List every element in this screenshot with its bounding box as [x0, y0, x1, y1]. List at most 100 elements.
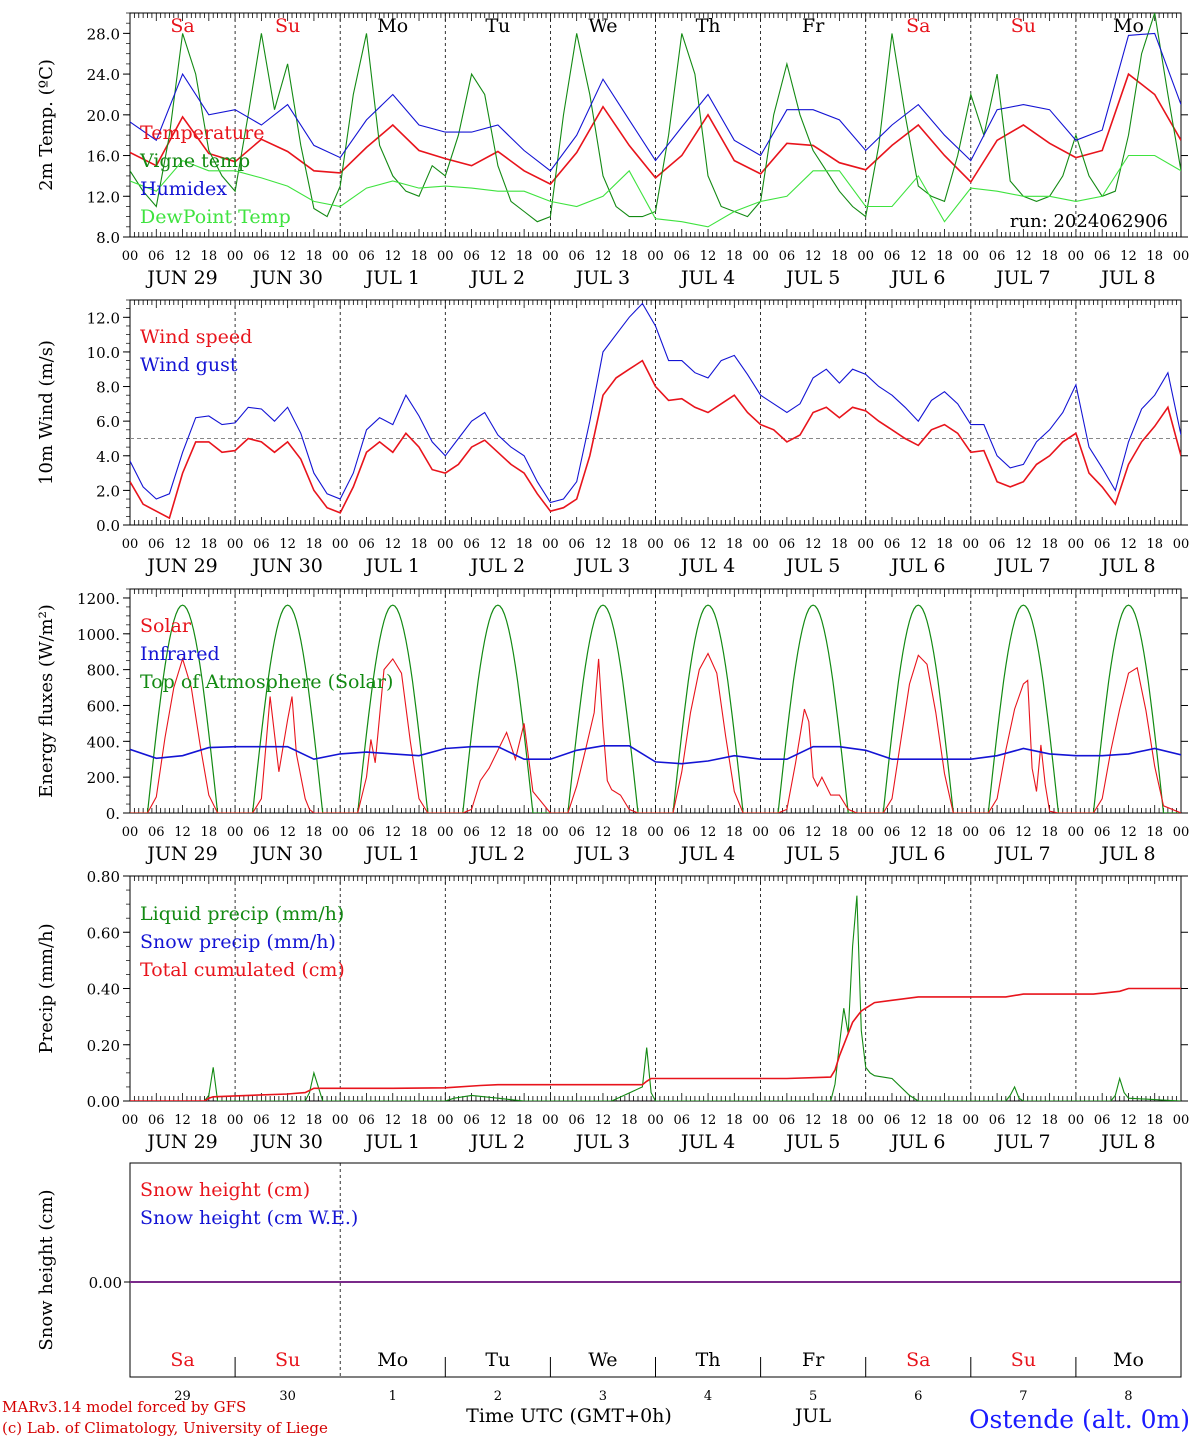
hour-label: 00	[227, 249, 244, 264]
y-axis-title: 10m Wind (m/s)	[36, 340, 57, 485]
date-label: JUL 1	[364, 267, 420, 289]
legend-entry: Temperature	[140, 122, 264, 144]
hour-label: 06	[1094, 825, 1111, 840]
time-axis-title: Time UTC (GMT+0h)	[466, 1405, 672, 1427]
series-vigne-temp-line	[130, 13, 1181, 223]
hour-label: 06	[989, 1113, 1006, 1128]
panel-4: 0.00 0.20 0.40 0.60 0.80 Precip (mm/h) Liquid …	[36, 868, 1189, 1153]
hour-label: 06	[463, 825, 480, 840]
y-axis-title: Precip (mm/h)	[36, 923, 57, 1053]
date-label: JUL 4	[679, 555, 735, 577]
hour-label: 06	[148, 249, 165, 264]
hour-label: 12	[910, 249, 927, 264]
hour-label: 18	[411, 249, 428, 264]
hour-label: 00	[332, 825, 349, 840]
hour-label: 06	[253, 1113, 270, 1128]
date-label: JUL 8	[1099, 843, 1155, 865]
day-number-label: 5	[809, 1389, 817, 1404]
y-tick-label: 0.20	[87, 1037, 120, 1055]
credit-line-1: MARv3.14 model forced by GFS	[2, 1398, 246, 1416]
hour-label: 18	[726, 1113, 743, 1128]
hour-label: 18	[1041, 1113, 1058, 1128]
hour-label: 18	[516, 249, 533, 264]
hour-label: 00	[963, 1113, 980, 1128]
date-label: JUL 4	[679, 1131, 735, 1153]
location-title: Ostende (alt. 0m)	[969, 1405, 1190, 1434]
hour-label: 18	[1146, 537, 1163, 552]
hour-label: 06	[779, 537, 796, 552]
date-label: JUN 29	[145, 843, 217, 865]
hour-label: 06	[148, 825, 165, 840]
hour-label: 18	[1146, 249, 1163, 264]
y-tick-label: 0.00	[89, 1274, 122, 1292]
hour-label: 18	[936, 249, 953, 264]
hour-label: 00	[332, 1113, 349, 1128]
y-tick-label: 24.0	[87, 66, 120, 84]
hour-label: 00	[437, 1113, 454, 1128]
hour-label: 06	[1094, 537, 1111, 552]
date-label: JUL 3	[574, 843, 630, 865]
date-label: JUL 3	[574, 267, 630, 289]
date-label: JUL 3	[574, 555, 630, 577]
hour-label: 06	[148, 1113, 165, 1128]
hour-label: 18	[621, 825, 638, 840]
hour-label: 06	[779, 825, 796, 840]
y-tick-label: 6.0	[96, 413, 120, 431]
hour-label: 12	[1015, 825, 1032, 840]
y-tick-label: 0.40	[87, 981, 120, 999]
hour-label: 00	[542, 1113, 559, 1128]
hour-label: 12	[595, 537, 612, 552]
date-label: JUL 7	[994, 843, 1050, 865]
hour-label: 06	[674, 249, 691, 264]
weekday-label: Sa	[906, 1349, 930, 1371]
hour-label: 12	[490, 1113, 507, 1128]
legend-entry: Snow precip (mm/h)	[140, 931, 336, 953]
date-label: JUL 6	[889, 267, 945, 289]
plot-area	[130, 13, 1181, 228]
hour-label: 12	[1120, 537, 1137, 552]
hour-label: 00	[1173, 1113, 1190, 1128]
date-label: JUL 4	[679, 843, 735, 865]
y-tick-label: 400.	[87, 733, 120, 751]
hour-label: 06	[989, 825, 1006, 840]
hour-label: 12	[490, 825, 507, 840]
hour-label: 00	[437, 825, 454, 840]
y-axis-title: Energy fluxes (W/m²)	[36, 604, 57, 798]
date-label: JUL 5	[784, 1131, 840, 1153]
hour-label: 06	[463, 1113, 480, 1128]
hour-label: 12	[805, 825, 822, 840]
date-label: JUL 8	[1099, 1131, 1155, 1153]
weekday-label: Fr	[802, 15, 825, 37]
hour-label: 00	[122, 1113, 139, 1128]
y-tick-label: 0.60	[87, 924, 120, 942]
hour-label: 06	[884, 537, 901, 552]
hour-label: 00	[647, 249, 664, 264]
weekday-label: Th	[696, 1349, 721, 1371]
date-label: JUL 5	[784, 267, 840, 289]
hour-label: 06	[253, 825, 270, 840]
y-tick-label: 8.0	[96, 229, 120, 247]
hour-label: 18	[726, 825, 743, 840]
hour-label: 12	[700, 1113, 717, 1128]
hour-label: 12	[174, 825, 191, 840]
date-label: JUL 8	[1099, 555, 1155, 577]
weekday-label: Th	[696, 15, 721, 37]
series-humidex-line	[130, 32, 1181, 172]
panel-5: 0.00 Snow height (cm) Snow height (cm) Snow…	[36, 1162, 1182, 1404]
hour-label: 00	[122, 537, 139, 552]
toa-solar-line	[130, 604, 1181, 813]
hour-label: 18	[306, 249, 323, 264]
hour-label: 18	[621, 537, 638, 552]
hour-label: 00	[542, 825, 559, 840]
hour-label: 18	[516, 1113, 533, 1128]
hour-label: 00	[647, 825, 664, 840]
date-label: JUN 30	[250, 555, 322, 577]
y-axis-title: 2m Temp. (ºC)	[36, 59, 57, 191]
hour-label: 00	[227, 1113, 244, 1128]
plot-area	[130, 895, 1181, 1101]
weekday-label: We	[588, 15, 617, 37]
day-number-label: 4	[704, 1389, 712, 1404]
hour-label: 00	[857, 249, 874, 264]
hour-label: 18	[201, 1113, 218, 1128]
